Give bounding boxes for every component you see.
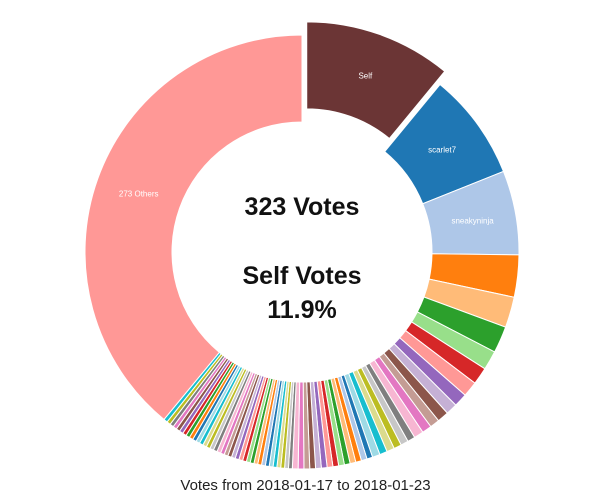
slice-self xyxy=(306,21,446,140)
slice-sneakyninja-label: sneakyninja xyxy=(451,216,494,225)
date-range-caption: Votes from 2018-01-17 to 2018-01-23 xyxy=(180,477,431,494)
self-votes-percent: 11.9% xyxy=(267,296,337,324)
self-votes-heading: Self Votes xyxy=(242,262,361,290)
donut-chart: Self scarlet7 sneakyninja 273 Others 323 Vo… xyxy=(84,21,520,470)
slice-273-others-label: 273 Others xyxy=(119,189,159,198)
slice-self-label: Self xyxy=(358,72,373,81)
slice-scarlet7-label: scarlet7 xyxy=(428,146,457,155)
slice-labels: Self scarlet7 sneakyninja 273 Others xyxy=(119,72,494,226)
total-votes-label: 323 Votes xyxy=(245,193,360,221)
slice-273-others xyxy=(84,34,303,421)
donut-slices xyxy=(84,21,520,470)
